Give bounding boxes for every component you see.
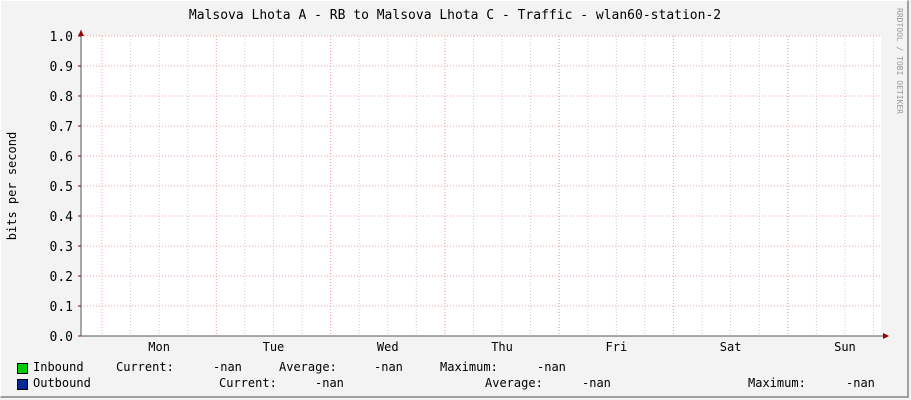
watermark: RRDTOOL / TOBI OETIKER	[895, 8, 904, 114]
y-tick-label: 0.7	[50, 120, 73, 135]
outbound-average-label: Average:	[485, 376, 543, 390]
x-tick-label: Tue	[263, 340, 285, 354]
inbound-maximum: -nan	[537, 360, 566, 374]
inbound-current-label: Current:	[116, 360, 174, 374]
y-tick-label: 0.1	[50, 300, 73, 315]
x-tick-label: Sun	[834, 340, 856, 354]
inbound-swatch	[17, 363, 28, 374]
x-tick-label: Mon	[148, 340, 170, 354]
outbound-average: -nan	[582, 376, 611, 390]
y-tick-label: 0.2	[50, 270, 73, 285]
x-axis-arrow	[883, 333, 889, 339]
inbound-maximum-label: Maximum:	[440, 360, 498, 374]
y-tick-label: 0.4	[50, 210, 74, 225]
y-axis-arrow	[78, 30, 84, 36]
y-tick-label: 0.5	[50, 180, 73, 195]
y-tick-label: 0.8	[50, 90, 73, 105]
y-tick-label: 0.9	[50, 60, 73, 75]
outbound-current: -nan	[315, 376, 344, 390]
inbound-average-label: Average:	[279, 360, 337, 374]
outbound-label: Outbound	[33, 376, 91, 390]
chart-title: Malsova Lhota A - RB to Malsova Lhota C …	[189, 8, 721, 23]
y-tick-label: 1.0	[50, 30, 73, 45]
x-tick-label: Fri	[606, 340, 628, 354]
y-tick-label: 0.3	[50, 240, 73, 255]
x-tick-label: Thu	[491, 340, 513, 354]
y-tick-label: 0.6	[50, 150, 73, 165]
x-tick-label: Sat	[720, 340, 742, 354]
inbound-average: -nan	[374, 360, 403, 374]
x-tick-label: Wed	[377, 340, 399, 354]
y-tick-label: 0.0	[50, 330, 73, 345]
outbound-maximum: -nan	[846, 376, 875, 390]
outbound-swatch	[17, 379, 28, 390]
outbound-maximum-label: Maximum:	[748, 376, 806, 390]
y-axis-label: bits per second	[5, 132, 19, 240]
inbound-current: -nan	[213, 360, 242, 374]
inbound-label: Inbound	[33, 360, 84, 374]
outbound-current-label: Current:	[219, 376, 277, 390]
